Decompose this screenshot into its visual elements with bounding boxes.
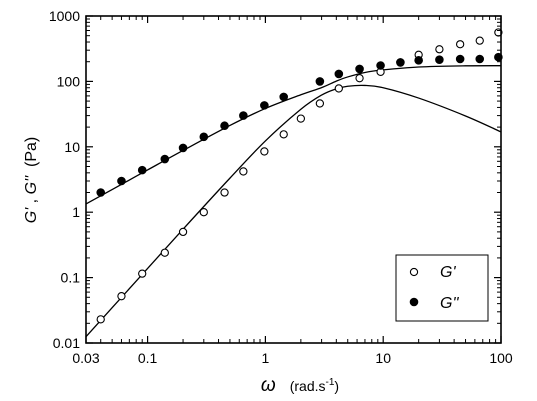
data-point-g-double-prime [396,58,405,67]
plot-frame [85,15,502,344]
data-point-g-prime [315,99,325,108]
data-point-g-prime [160,248,169,257]
data-point-g-double-prime [160,154,170,164]
legend-label-g-double-prime: G'' [440,295,460,312]
y-axis-label-units: (Pa) [23,137,40,176]
y-tick-label: 1 [72,204,80,220]
legend-marker-g-double-prime [409,297,419,307]
data-point-g-double-prime [178,143,188,153]
y-tick-label: 1000 [49,8,80,24]
legend-marker-g-prime [409,267,419,277]
data-point-g-prime [96,315,105,324]
y-tick-label: 10 [64,139,80,155]
x-tick-label: 0.03 [72,350,99,366]
data-point-g-double-prime [435,55,444,64]
x-tick-label: 10 [375,350,391,366]
y-axis-label-g1: G' [23,207,40,223]
data-point-g-prime [475,36,484,45]
legend-label-g-prime: G' [440,264,456,281]
y-axis-label: G' , G'' (Pa) [23,137,40,224]
data-point-g-prime [220,188,229,197]
data-points-layer [96,28,503,324]
data-point-g-double-prime [475,54,485,64]
x-tick-label: 1 [261,350,269,366]
data-point-g-prime [355,74,364,83]
data-point-g-double-prime [260,101,269,110]
data-point-g-prime [296,114,306,123]
data-point-g-double-prime [455,54,465,64]
y-axis-label-sep: , [23,194,40,207]
data-point-g-double-prime [355,64,364,74]
x-axis-label-symbol: ω [261,375,276,396]
data-point-g-prime [117,292,126,301]
data-point-g-prime [279,130,288,139]
data-point-g-double-prime [414,56,423,65]
data-point-g-double-prime [117,176,126,186]
model-curve-g-double-prime [85,65,502,205]
data-point-g-double-prime [220,121,229,131]
data-point-g-prime [435,45,444,54]
data-point-g-double-prime [96,188,106,197]
model-curves-layer [85,65,502,338]
x-axis-label-units-end: ) [334,378,339,394]
x-axis-label-units-sup: -1 [326,377,335,388]
y-tick-label: 0.1 [61,270,81,286]
x-axis-label-units: (rad.s [290,378,326,394]
data-point-g-prime [178,227,188,237]
x-axis-label: ω (rad.s-1) [261,375,339,396]
data-point-g-double-prime [279,92,289,102]
data-point-g-double-prime [334,69,344,79]
y-tick-label: 100 [57,73,81,89]
data-point-g-double-prime [315,77,325,86]
data-point-g-prime [334,84,343,93]
data-point-g-prime [239,167,248,176]
x-tick-label: 100 [489,350,513,366]
legend: G' G'' [395,254,489,322]
data-point-g-prime [199,208,208,217]
data-point-g-double-prime [239,111,248,120]
tick-labels-layer: 0.03 0.1 1 10 100 0.01 0.1 1 10 100 1000 [49,8,513,366]
data-point-g-prime [138,269,147,278]
y-tick-label: 0.01 [53,335,80,351]
data-point-g-double-prime [376,61,385,70]
ticks-layer [85,15,502,344]
data-point-g-double-prime [137,165,147,175]
y-axis-label-g2: G'' [23,175,40,195]
data-point-g-prime [455,40,465,49]
legend-box [395,254,489,322]
x-tick-label: 0.1 [138,350,158,366]
data-point-g-double-prime [199,132,209,142]
model-curve-g-prime [85,84,502,338]
data-point-g-prime [260,147,269,156]
